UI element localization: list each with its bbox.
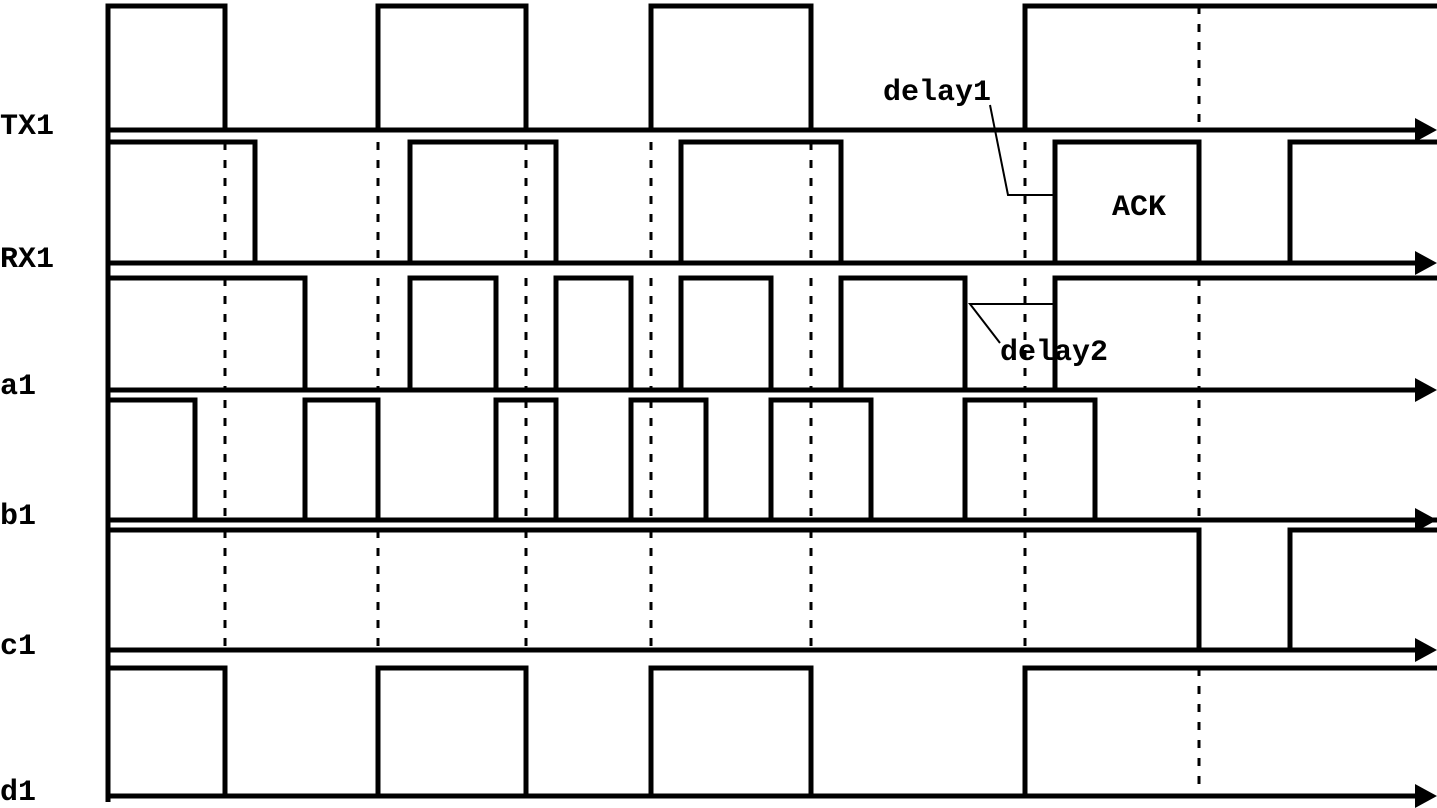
waveform-c1: [108, 530, 1437, 650]
signal-row-b1: b1: [0, 400, 1437, 534]
arrowhead-icon: [1415, 251, 1437, 275]
signal-row-RX1: RX1: [0, 142, 1437, 277]
waveform-d1: [108, 668, 1437, 796]
signal-row-d1: d1: [0, 668, 1437, 808]
signal-label-d1: d1: [0, 776, 36, 808]
arrowhead-icon: [1415, 784, 1437, 808]
signal-label-a1: a1: [0, 370, 36, 404]
arrowhead-icon: [1415, 118, 1437, 142]
timing-diagram: TX1 RX1 a1 b1 c1 d1 delay1 ACK delay2: [0, 0, 1437, 808]
signal-label-b1: b1: [0, 500, 36, 534]
signal-label-RX1: RX1: [0, 243, 54, 277]
signal-label-TX1: TX1: [0, 110, 54, 144]
arrowhead-icon: [1415, 638, 1437, 662]
waveform-b1: [108, 400, 1437, 520]
annotation-delay2: delay2: [970, 304, 1108, 370]
signal-row-TX1: TX1: [0, 6, 1437, 144]
waveform-a1: [108, 278, 1437, 390]
annotation-label: ACK: [1112, 191, 1166, 225]
arrowhead-icon: [1415, 378, 1437, 402]
annotation-ACK: ACK: [1112, 191, 1166, 225]
waveform-TX1: [108, 6, 1437, 130]
signal-row-a1: a1: [0, 278, 1437, 404]
signal-row-c1: c1: [0, 530, 1437, 664]
signal-label-c1: c1: [0, 630, 36, 664]
annotation-label: delay2: [1000, 336, 1108, 370]
waveform-RX1: [108, 142, 1437, 263]
annotation-delay1: delay1: [883, 76, 1055, 195]
annotation-label: delay1: [883, 76, 991, 110]
